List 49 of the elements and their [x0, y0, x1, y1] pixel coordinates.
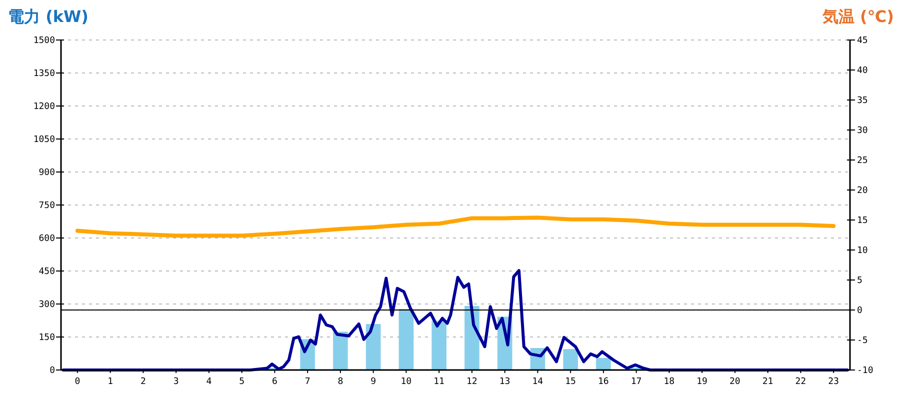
- x-tick-label: 4: [206, 377, 212, 387]
- x-tick-label: 7: [304, 377, 310, 387]
- y2-tick-label: 5: [857, 276, 862, 286]
- y-tick-label: 150: [38, 333, 55, 343]
- x-tick-label: 18: [664, 377, 675, 387]
- y-tick-label: 900: [38, 168, 55, 178]
- y2-tick-label: 15: [857, 216, 868, 226]
- x-tick-label: 8: [338, 377, 344, 387]
- x-tick-label: 2: [140, 377, 146, 387]
- x-tick-label: 16: [598, 377, 609, 387]
- x-tick-label: 19: [696, 377, 708, 387]
- x-tick-label: 15: [565, 377, 576, 387]
- x-tick-label: 11: [434, 377, 444, 387]
- y2-tick-label: 35: [857, 96, 868, 106]
- x-tick-label: 9: [370, 377, 376, 387]
- y-tick-label: 1500: [33, 36, 55, 46]
- x-tick-label: 20: [730, 377, 740, 387]
- y2-tick-label: 20: [857, 186, 868, 196]
- x-tick-label: 6: [272, 377, 278, 387]
- y-tick-label: 450: [38, 267, 55, 277]
- y-axis-title: 電力 (kW): [8, 7, 88, 26]
- x-tick-label: 3: [173, 377, 179, 387]
- y2-tick-label: 45: [857, 36, 868, 46]
- y-tick-label: 0: [50, 366, 55, 376]
- x-tick-label: 0: [74, 377, 80, 387]
- y-tick-label: 300: [38, 300, 55, 310]
- x-tick-label: 10: [400, 377, 412, 387]
- y2-tick-label: 30: [857, 126, 868, 136]
- y-tick-label: 1050: [33, 135, 55, 145]
- y2-tick-label: -10: [857, 366, 874, 376]
- y-tick-label: 600: [38, 234, 55, 244]
- x-tick-label: 5: [239, 377, 245, 387]
- y2-tick-label: 0: [857, 306, 862, 316]
- x-tick-label: 14: [532, 377, 544, 387]
- y2-tick-label: 25: [857, 156, 868, 166]
- y-tick-label: 750: [38, 201, 55, 211]
- x-tick-label: 12: [466, 377, 478, 387]
- x-tick-label: 13: [499, 377, 510, 387]
- y2-axis-title: 気温 (℃): [821, 7, 894, 26]
- x-tick-label: 23: [828, 377, 839, 387]
- x-tick-label: 21: [762, 377, 774, 387]
- y2-tick-label: 40: [857, 66, 868, 76]
- y-tick-label: 1200: [33, 102, 55, 112]
- x-tick-label: 17: [630, 377, 642, 387]
- x-tick-label: 22: [795, 377, 806, 387]
- x-tick-label: 1: [108, 377, 114, 387]
- y-tick-label: 1350: [33, 69, 55, 79]
- y2-tick-label: 10: [857, 246, 868, 256]
- y2-tick-label: -5: [857, 336, 868, 346]
